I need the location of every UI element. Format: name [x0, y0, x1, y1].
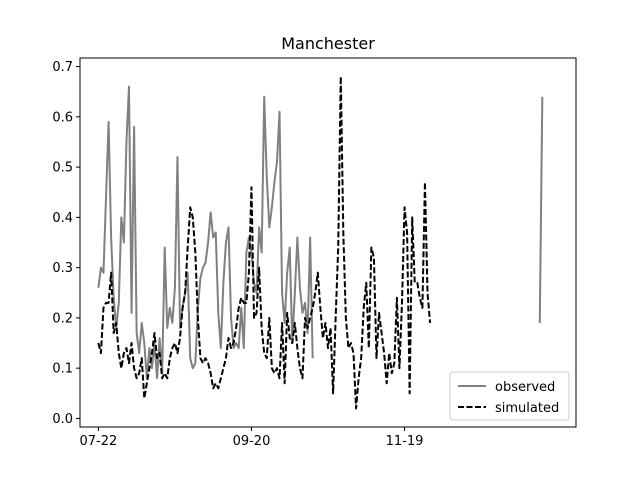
legend-label-observed: observed [495, 380, 555, 395]
series-line-observed-segment-2 [538, 96, 544, 323]
x-tick-label: 07-22 [79, 434, 117, 449]
y-tick-label: 0.0 [52, 412, 73, 427]
y-tick-label: 0.4 [52, 211, 73, 226]
series-line-observed-segment-1 [97, 85, 314, 380]
y-tick-label: 0.3 [52, 261, 73, 276]
y-tick-label: 0.1 [52, 362, 73, 377]
axes: 0.0 0.1 0.2 0.3 0.4 0.5 0.6 0.7 07-22 09-20 11-19 [52, 57, 577, 449]
y-tick-label: 0.2 [52, 311, 73, 326]
plot-area [97, 75, 544, 410]
x-tick-label: 11-19 [386, 434, 424, 449]
legend: observed simulated [449, 371, 570, 421]
axes-frame [79, 57, 577, 428]
chart-title: Manchester [281, 34, 375, 53]
y-tick-label: 0.7 [52, 60, 73, 75]
legend-label-simulated: simulated [495, 401, 559, 416]
y-tick-label: 0.6 [52, 110, 73, 125]
x-tick-label: 09-20 [233, 434, 271, 449]
y-tick-label: 0.5 [52, 161, 73, 176]
